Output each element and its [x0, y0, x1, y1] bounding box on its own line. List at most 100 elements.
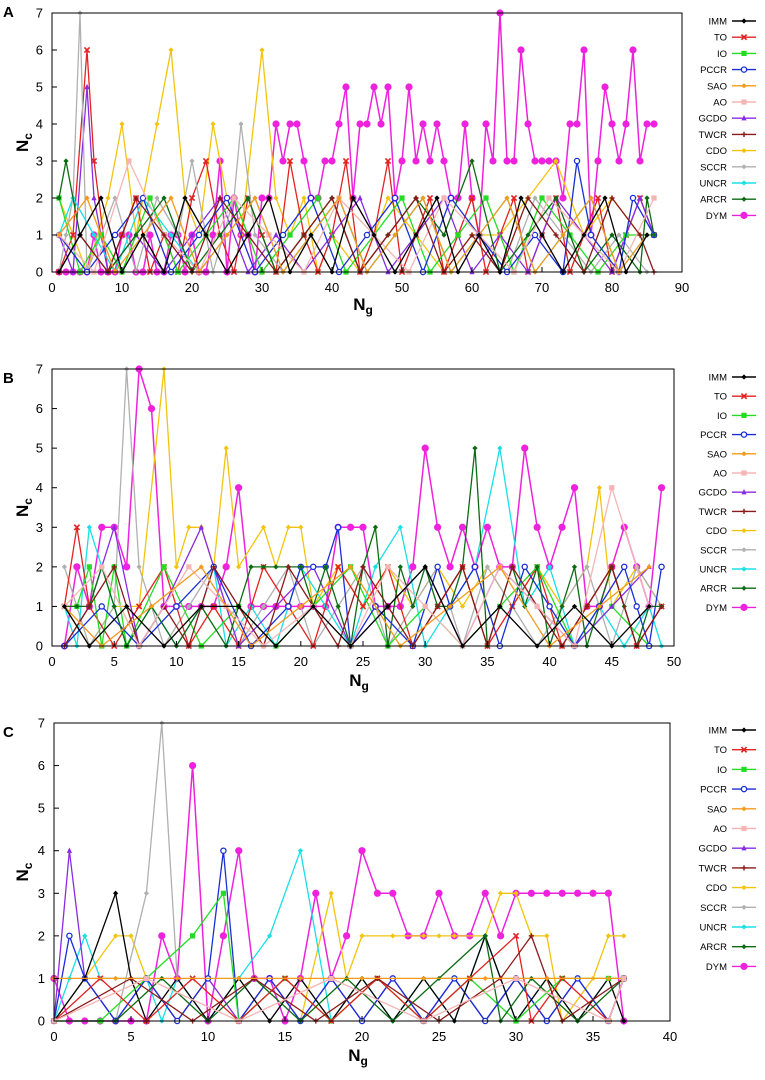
- data-point-ao: [385, 564, 391, 570]
- data-point-dym: [426, 157, 434, 165]
- legend-label: ARCR: [700, 195, 727, 206]
- data-point-dym: [398, 157, 406, 165]
- legend-label: IO: [717, 411, 727, 422]
- data-point-dym: [235, 484, 243, 492]
- legend-item-io: IO: [717, 411, 756, 422]
- data-point-twcr: [211, 564, 217, 570]
- y-tick-label: 4: [36, 480, 43, 495]
- data-point-arcr: [571, 564, 578, 570]
- x-tick-label: 50: [667, 654, 681, 669]
- y-tick-label: 0: [38, 1014, 45, 1029]
- data-point-arcr: [372, 524, 379, 530]
- data-point-sao: [605, 975, 611, 982]
- legend-label: TO: [714, 33, 727, 44]
- legend-label: UNCR: [700, 565, 728, 576]
- data-point-dym: [481, 889, 489, 897]
- legend-item-arcr: ARCR: [700, 584, 756, 595]
- data-point-dym: [483, 523, 491, 531]
- data-point-dym: [573, 120, 581, 128]
- data-point-gcdo: [637, 194, 643, 201]
- data-point-dym: [503, 157, 511, 165]
- data-point-io: [315, 195, 321, 201]
- data-point-sccr: [238, 121, 244, 127]
- legend-label: SAO: [707, 81, 727, 92]
- data-point-sao: [420, 195, 426, 201]
- data-point-dym: [272, 120, 280, 128]
- data-point-dym: [335, 120, 343, 128]
- x-tick-label: 25: [432, 1029, 446, 1044]
- data-point-imm: [140, 232, 146, 238]
- data-point-imm: [476, 232, 482, 238]
- legend-item-cdo: CDO: [706, 883, 756, 894]
- data-point-cdo: [273, 195, 279, 201]
- data-point-dym: [158, 932, 166, 940]
- data-point-twcr: [329, 195, 335, 201]
- data-point-ao: [546, 195, 552, 201]
- legend-item-imm: IMM: [709, 726, 756, 737]
- series-line-pccr: [58, 160, 655, 273]
- legend-item-twcr: TWCR: [699, 130, 756, 141]
- data-point-arcr: [298, 564, 304, 570]
- series-line-to: [63, 526, 663, 647]
- legend-label: AO: [713, 469, 727, 480]
- y-tick-label: 6: [36, 43, 43, 58]
- legend-marker: [741, 924, 747, 930]
- data-point-dym: [497, 932, 505, 940]
- legend-marker-b: [740, 746, 748, 753]
- legend-marker: [741, 196, 747, 202]
- data-point-dym: [219, 932, 227, 940]
- legend-item-io: IO: [717, 765, 756, 776]
- data-point-sao: [646, 564, 652, 570]
- data-point-dym: [538, 157, 546, 165]
- legend-marker: [741, 806, 747, 812]
- data-point-ao: [609, 485, 615, 491]
- data-point-twcr: [161, 232, 167, 238]
- y-tick-label: 4: [38, 843, 45, 858]
- y-tick-label: 5: [38, 801, 45, 816]
- data-point-cdo: [260, 524, 267, 530]
- y-tick-label: 2: [38, 928, 45, 943]
- legend-item-io: IO: [717, 49, 756, 60]
- legend-marker: [741, 18, 747, 24]
- data-point-cdo: [605, 933, 611, 939]
- data-point-cdo: [236, 564, 242, 570]
- x-tick-label: 0: [48, 280, 55, 295]
- legend-label: GCDO: [699, 488, 728, 499]
- panel-letter: C: [3, 724, 14, 741]
- data-point-to: [426, 194, 434, 202]
- data-point-dym: [328, 157, 336, 165]
- legend-marker: [741, 451, 747, 457]
- data-point-imm: [245, 232, 251, 238]
- data-point-to-b: [286, 157, 294, 165]
- data-point-pccr: [334, 524, 342, 531]
- data-point-pccr: [521, 563, 528, 571]
- data-point-to-b: [202, 157, 210, 165]
- legend-marker: [741, 489, 747, 495]
- data-point-arcr: [553, 195, 559, 201]
- data-point-pccr: [546, 603, 553, 610]
- data-point-arcr: [63, 158, 69, 164]
- data-point-io: [86, 564, 92, 570]
- data-point-imm: [266, 195, 272, 201]
- data-point-to: [69, 231, 77, 239]
- legend-item-sccr: SCCR: [700, 162, 756, 173]
- data-point-dym: [558, 889, 566, 897]
- data-point-dym: [343, 932, 351, 940]
- data-point-dym: [73, 563, 81, 571]
- data-point-ao: [513, 975, 519, 982]
- data-point-dym: [389, 889, 397, 897]
- legend-item-sao: SAO: [707, 81, 756, 92]
- data-point-dym: [346, 523, 355, 531]
- legend-marker: [741, 547, 747, 553]
- data-point-imm: [350, 195, 356, 201]
- y-tick-label: 3: [38, 886, 45, 901]
- data-point-to-b: [426, 194, 434, 202]
- data-point-cdo: [154, 121, 160, 127]
- data-point-dym: [657, 484, 666, 492]
- data-point-twcr: [111, 564, 117, 570]
- data-point-to: [468, 194, 476, 202]
- data-point-imm: [182, 195, 188, 201]
- legend-item-pccr: PCCR: [700, 430, 756, 441]
- x-tick-label: 10: [115, 280, 129, 295]
- data-point-gcdo: [609, 603, 615, 609]
